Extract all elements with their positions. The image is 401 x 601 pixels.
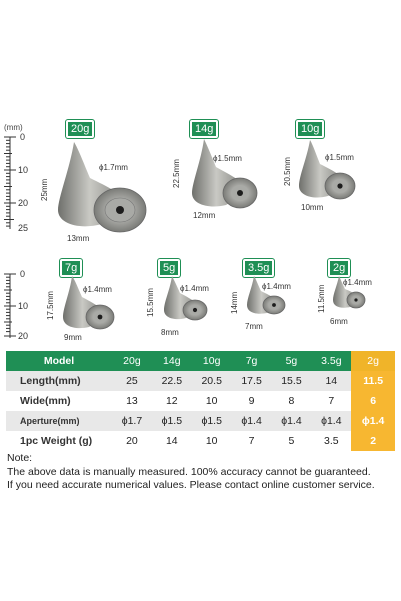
table-header-cell: 5g bbox=[271, 351, 312, 371]
table-cell: 5 bbox=[271, 431, 312, 451]
note-line-2: If you need accurate numerical values. P… bbox=[7, 479, 375, 491]
aperture-label-20g: ϕ1.7mm bbox=[99, 163, 128, 172]
width-label-2g: 6mm bbox=[330, 317, 348, 326]
note-block: Note: The above data is manually measure… bbox=[7, 452, 375, 493]
table-cell: 14 bbox=[311, 371, 352, 391]
table-cell-highlight: ϕ1.4 bbox=[351, 411, 395, 431]
spec-table: Model 20g 14g 10g 7g 5g 3.5g 2g Length(m… bbox=[6, 351, 395, 451]
sinker-5g bbox=[158, 272, 214, 328]
table-header-cell: Model bbox=[6, 351, 112, 371]
weight-tag-5g: 5g bbox=[158, 259, 181, 277]
table-header-cell: 20g bbox=[112, 351, 152, 371]
width-label-3.5g: 7mm bbox=[245, 322, 263, 331]
table-cell: ϕ1.4 bbox=[271, 411, 312, 431]
length-label-10g: 20.5mm bbox=[283, 157, 292, 186]
ruler-bottom-tick-20: 20 bbox=[18, 331, 29, 341]
note-line-1: The above data is manually measured. 100… bbox=[7, 465, 371, 478]
table-cell: 7 bbox=[311, 391, 352, 411]
sinker-3.5g bbox=[242, 272, 292, 322]
weight-tag-7g: 7g bbox=[60, 259, 83, 277]
width-label-10g: 10mm bbox=[301, 203, 324, 212]
aperture-label-2g: ϕ1.4mm bbox=[343, 278, 372, 287]
table-cell: 12 bbox=[151, 391, 192, 411]
sinker-2g bbox=[328, 272, 372, 316]
aperture-label-14g: ϕ1.5mm bbox=[213, 154, 242, 163]
row-label: Aperture(mm) bbox=[6, 411, 112, 431]
table-cell: ϕ1.7 bbox=[112, 411, 152, 431]
weight-tag-14g: 14g bbox=[190, 120, 219, 138]
length-label-14g: 22.5mm bbox=[172, 159, 181, 188]
length-label-3.5g: 14mm bbox=[230, 291, 239, 314]
table-header-cell: 10g bbox=[191, 351, 232, 371]
sinker-7g bbox=[56, 272, 122, 338]
ruler-bottom-tick-0: 0 bbox=[20, 269, 26, 279]
table-cell-highlight: 11.5 bbox=[351, 371, 395, 391]
table-cell: 9 bbox=[231, 391, 272, 411]
table-cell: 22.5 bbox=[151, 371, 192, 391]
table-cell: 25 bbox=[112, 371, 152, 391]
ruler-top-tick-25: 25 bbox=[18, 223, 29, 233]
length-label-2g: 11.5mm bbox=[317, 284, 326, 313]
table-row: Aperture(mm) ϕ1.7 ϕ1.5 ϕ1.5 ϕ1.4 ϕ1.4 ϕ1… bbox=[6, 411, 395, 431]
table-cell: 17.5 bbox=[231, 371, 272, 391]
table-row: Length(mm) 25 22.5 20.5 17.5 15.5 14 11.… bbox=[6, 371, 395, 391]
row-label: Wide(mm) bbox=[6, 391, 112, 411]
table-header-cell: 7g bbox=[231, 351, 272, 371]
table-cell: 13 bbox=[112, 391, 152, 411]
weight-tag-10g: 10g bbox=[296, 120, 325, 138]
row-label: Length(mm) bbox=[6, 371, 112, 391]
table-cell: ϕ1.4 bbox=[311, 411, 352, 431]
table-cell: 20.5 bbox=[191, 371, 232, 391]
sinker-20g bbox=[50, 138, 160, 238]
table-header-row: Model 20g 14g 10g 7g 5g 3.5g 2g bbox=[6, 351, 395, 371]
aperture-label-5g: ϕ1.4mm bbox=[180, 284, 209, 293]
ruler-top-tick-0: 0 bbox=[20, 132, 26, 142]
table-cell: 8 bbox=[271, 391, 312, 411]
table-cell-highlight: 2 bbox=[351, 431, 395, 451]
table-cell: 10 bbox=[191, 391, 232, 411]
weight-tag-20g: 20g bbox=[66, 120, 95, 138]
table-cell: 7 bbox=[231, 431, 272, 451]
table-header-cell: 3.5g bbox=[311, 351, 352, 371]
length-label-5g: 15.5mm bbox=[146, 288, 155, 317]
length-label-20g: 25mm bbox=[40, 178, 49, 201]
row-label: 1pc Weight (g) bbox=[6, 431, 112, 451]
table-row: Wide(mm) 13 12 10 9 8 7 6 bbox=[6, 391, 395, 411]
ruler-top bbox=[2, 133, 32, 233]
width-label-14g: 12mm bbox=[193, 211, 216, 220]
weight-tag-2g: 2g bbox=[328, 259, 351, 277]
aperture-label-3.5g: ϕ1.4mm bbox=[262, 282, 291, 291]
ruler-bottom-tick-10: 10 bbox=[18, 301, 29, 311]
width-label-20g: 13mm bbox=[67, 234, 90, 243]
length-label-7g: 17.5mm bbox=[46, 291, 55, 320]
table-cell: ϕ1.5 bbox=[151, 411, 192, 431]
note-title: Note: bbox=[7, 452, 33, 464]
width-label-5g: 8mm bbox=[161, 328, 179, 337]
ruler-unit-label: (mm) bbox=[4, 123, 23, 132]
table-cell: ϕ1.4 bbox=[231, 411, 272, 431]
table-cell: 20 bbox=[112, 431, 152, 451]
aperture-label-10g: ϕ1.5mm bbox=[325, 153, 354, 162]
table-cell: ϕ1.5 bbox=[191, 411, 232, 431]
table-row: 1pc Weight (g) 20 14 10 7 5 3.5 2 bbox=[6, 431, 395, 451]
sinker-14g bbox=[184, 135, 264, 215]
weight-tag-3.5g: 3.5g bbox=[243, 259, 275, 277]
aperture-label-7g: ϕ1.4mm bbox=[83, 285, 112, 294]
width-label-7g: 9mm bbox=[64, 333, 82, 342]
ruler-top-tick-10: 10 bbox=[18, 165, 29, 175]
table-cell: 10 bbox=[191, 431, 232, 451]
sinker-10g bbox=[292, 136, 362, 206]
table-header-cell-highlight: 2g bbox=[351, 351, 395, 371]
table-cell: 3.5 bbox=[311, 431, 352, 451]
ruler-bottom bbox=[2, 270, 32, 342]
table-header-cell: 14g bbox=[151, 351, 192, 371]
ruler-top-tick-20: 20 bbox=[18, 198, 29, 208]
table-cell-highlight: 6 bbox=[351, 391, 395, 411]
table-cell: 14 bbox=[151, 431, 192, 451]
table-cell: 15.5 bbox=[271, 371, 312, 391]
